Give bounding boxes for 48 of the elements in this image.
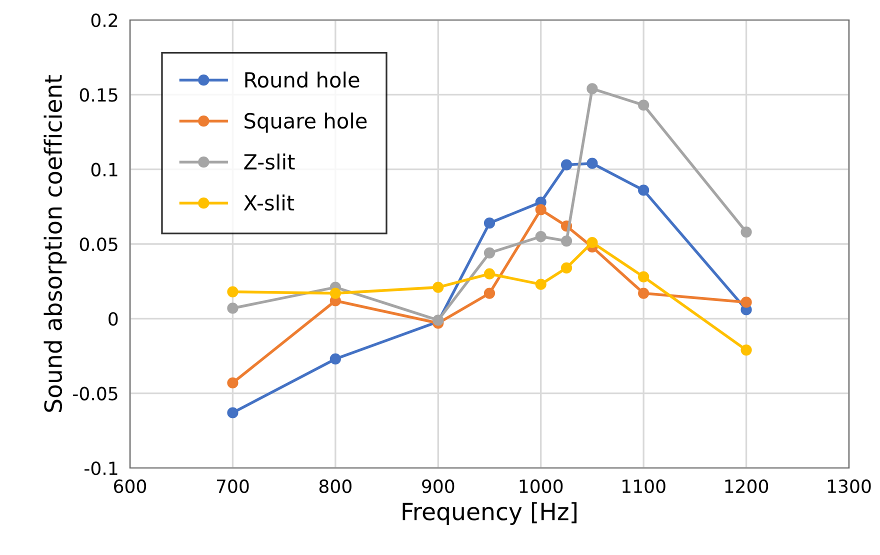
y-tick-label: 0.05 xyxy=(80,237,118,252)
point xyxy=(638,100,650,111)
point xyxy=(638,288,650,299)
x-tick-label: 800 xyxy=(319,479,352,494)
x-tick-label: 1200 xyxy=(725,479,768,494)
point xyxy=(227,302,238,314)
point xyxy=(535,230,546,242)
point xyxy=(227,377,238,388)
x-axis-title: Frequency [Hz] xyxy=(402,502,576,525)
y-tick-label: 0 xyxy=(108,312,118,326)
point xyxy=(484,268,496,280)
y-tick-label: 0.2 xyxy=(91,13,118,28)
x-tick-label: 1100 xyxy=(622,479,666,494)
point xyxy=(484,218,496,229)
legend-label: Z-slit xyxy=(244,154,295,170)
point xyxy=(586,83,598,94)
legend-label: Round hole xyxy=(245,72,360,88)
point xyxy=(560,262,572,274)
x-tick-label: 1300 xyxy=(828,479,871,494)
y-tick-label: 0.1 xyxy=(91,162,118,176)
point xyxy=(227,407,238,418)
x-tick-label: 1000 xyxy=(520,479,563,494)
point xyxy=(227,286,238,298)
point xyxy=(740,344,752,356)
point xyxy=(586,158,598,169)
point xyxy=(560,159,572,170)
x-tick-label: 900 xyxy=(422,479,454,494)
point xyxy=(330,353,341,365)
x-tick-label: 600 xyxy=(114,479,146,494)
point xyxy=(432,282,444,293)
y-tick-label: -0.05 xyxy=(73,386,118,400)
legend-label: X-slit xyxy=(244,194,294,211)
point xyxy=(560,235,572,247)
point xyxy=(535,278,546,290)
point xyxy=(638,184,650,196)
y-tick-label: -0.1 xyxy=(84,461,118,476)
point xyxy=(586,236,598,248)
y-tick-label: 0.15 xyxy=(80,88,118,102)
point xyxy=(484,247,496,259)
point xyxy=(740,296,752,308)
point xyxy=(740,226,752,238)
point xyxy=(638,271,650,282)
x-tick-label: 700 xyxy=(216,479,249,494)
legend-label: Square hole xyxy=(244,112,367,133)
point xyxy=(535,204,546,216)
point xyxy=(330,288,341,299)
y-axis-title: Sound absorption coefficient xyxy=(44,75,67,412)
point xyxy=(484,288,496,299)
